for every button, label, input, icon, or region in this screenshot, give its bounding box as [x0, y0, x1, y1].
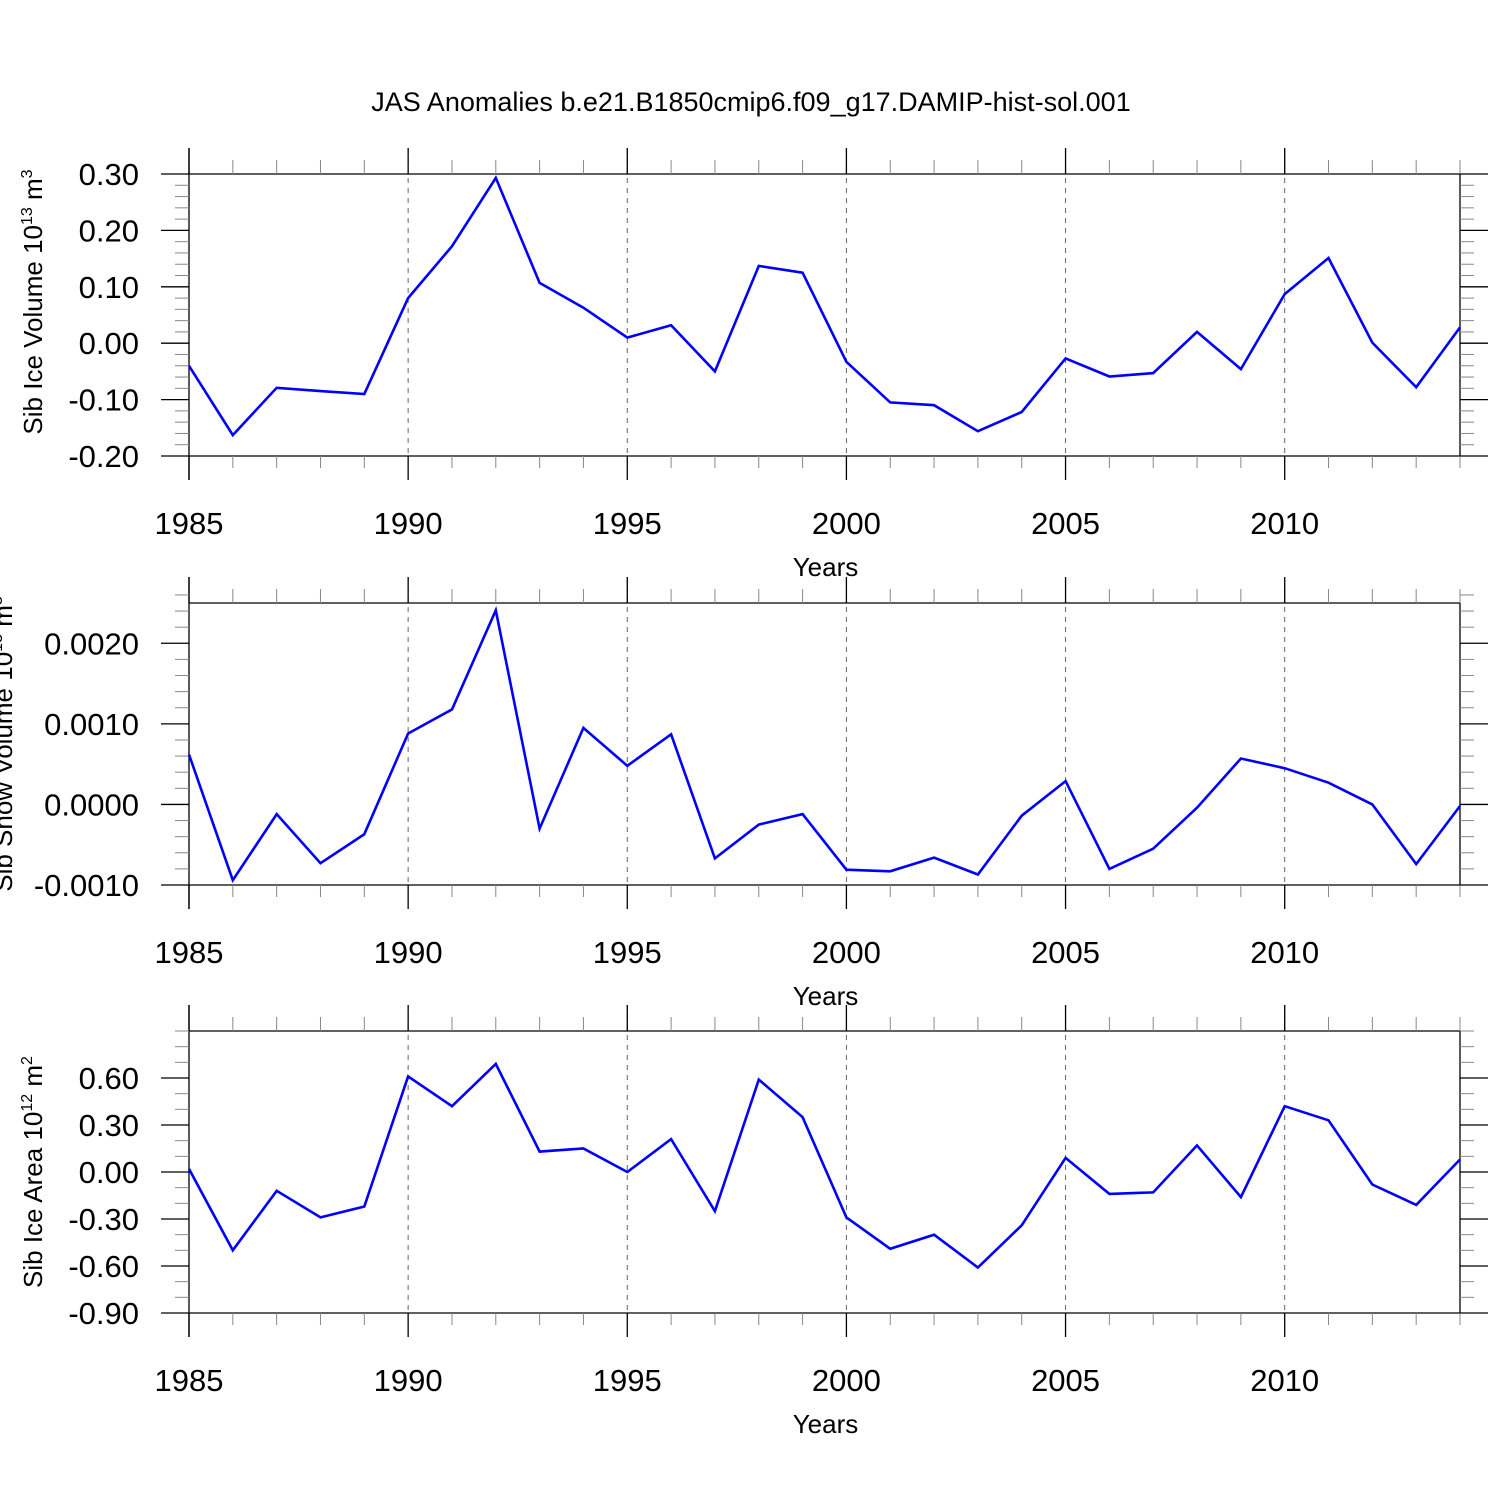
y-tick-label: -0.60 [68, 1249, 139, 1284]
series-line [187, 175, 1462, 438]
x-tick-label: 1985 [155, 1363, 224, 1398]
y-tick-label: 0.00 [79, 1155, 139, 1190]
y-axis-title: Sib Ice Area 1012 m2 [18, 1056, 48, 1288]
x-axis-title: Years [793, 981, 859, 1011]
x-tick-label: 2010 [1250, 1363, 1319, 1398]
y-axis-title-base: Sib Snow Volume 10 [0, 652, 18, 892]
y-tick-label: 0.0020 [44, 626, 139, 661]
y-axis-title-unit-exp: 3 [0, 596, 6, 605]
x-tick-label: 2010 [1250, 506, 1319, 541]
x-tick-label: 1995 [593, 1363, 662, 1398]
y-tick-label: -0.30 [68, 1202, 139, 1237]
y-tick-label: 0.10 [79, 270, 139, 305]
x-tick-label: 2005 [1031, 935, 1100, 970]
y-tick-label: 0.60 [79, 1061, 139, 1096]
x-axis-title: Years [793, 1409, 859, 1439]
x-tick-label: 1985 [155, 935, 224, 970]
x-tick-label: 1995 [593, 506, 662, 541]
x-tick-label: 2000 [812, 1363, 881, 1398]
y-tick-label: 0.0000 [44, 787, 139, 822]
y-axis-title-base: Sib Ice Area 10 [18, 1112, 48, 1288]
y-tick-label: 0.0010 [44, 707, 139, 742]
chart-panel-1: 1985 1990 1995 2000 2005 2010 -0.20 -0.10 0.00 0.… [18, 148, 1488, 582]
y-tick-label: 0.30 [79, 157, 139, 192]
series-line [187, 1061, 1461, 1270]
y-axis-title: Sib Snow Volume 1013 m3 [0, 596, 18, 892]
y-axis-title-unit: m [18, 178, 48, 207]
x-tick-label: 2005 [1031, 506, 1100, 541]
y-tick-label: -0.20 [68, 439, 139, 474]
y-axis-title-exp: 13 [0, 634, 6, 652]
y-axis-title-unit: m [0, 605, 18, 634]
y-axis-title-exp: 13 [19, 207, 36, 225]
chart-panels: 1985 1990 1995 2000 2005 2010 -0.20 -0.10 0.00 0.… [0, 148, 1488, 1439]
y-tick-label: 0.00 [79, 326, 139, 361]
x-tick-label: 2000 [812, 506, 881, 541]
x-tick-label: 2005 [1031, 1363, 1100, 1398]
y-tick-label: -0.90 [68, 1296, 139, 1331]
x-tick-label: 1990 [374, 506, 443, 541]
y-tick-label: 0.30 [79, 1108, 139, 1143]
x-axis-title: Years [793, 552, 859, 582]
y-axis-title-unit: m [18, 1065, 48, 1094]
y-tick-label: 0.20 [79, 213, 139, 248]
x-tick-label: 2000 [812, 935, 881, 970]
figure-title: JAS Anomalies b.e21.B1850cmip6.f09_g17.D… [371, 87, 1130, 117]
y-tick-label: -0.0010 [34, 868, 139, 903]
x-tick-label: 1985 [155, 506, 224, 541]
x-tick-label: 1990 [374, 1363, 443, 1398]
y-axis-title: Sib Ice Volume 1013 m3 [18, 169, 48, 434]
x-tick-label: 2010 [1250, 935, 1319, 970]
series-line [187, 606, 1462, 884]
y-axis-title-exp: 12 [19, 1094, 36, 1112]
chart-panel-3: 1985 1990 1995 2000 2005 2010 -0.90 -0.60 -0.30 0… [18, 1005, 1488, 1439]
y-axis-title-base: Sib Ice Volume 10 [18, 225, 48, 435]
y-tick-label: -0.10 [68, 383, 139, 418]
x-tick-label: 1995 [593, 935, 662, 970]
x-tick-label: 1990 [374, 935, 443, 970]
y-axis-title-unit-exp: 2 [19, 1056, 36, 1065]
chart-panel-2: 1985 1990 1995 2000 2005 2010 -0.0010 0.0000 0.0… [0, 577, 1488, 1011]
y-axis-title-unit-exp: 3 [19, 169, 36, 178]
